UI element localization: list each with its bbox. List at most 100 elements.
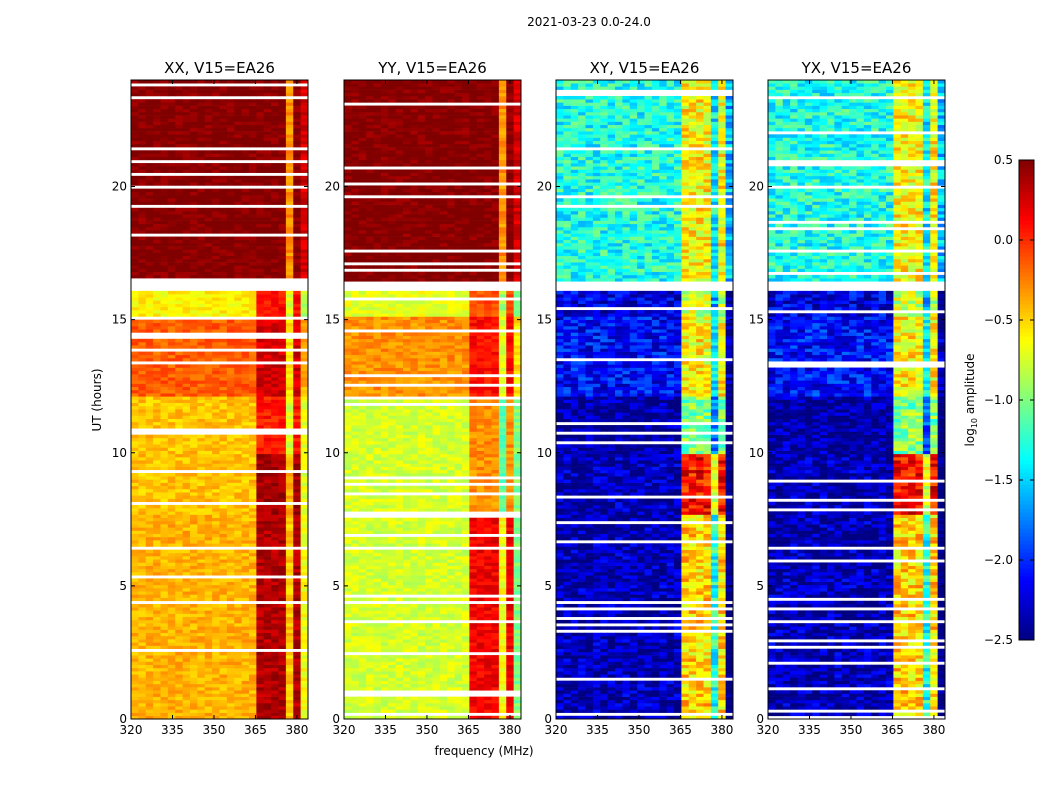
- heatmap-cell: [190, 166, 198, 170]
- heatmap-cell: [476, 642, 485, 646]
- heatmap-cell: [131, 242, 139, 247]
- heatmap-cell: [300, 249, 309, 253]
- heatmap-cell: [219, 667, 228, 672]
- heatmap-cell: [212, 405, 220, 410]
- heatmap-cell: [197, 329, 206, 333]
- heatmap-cell: [293, 453, 302, 458]
- heatmap-cell: [190, 268, 198, 272]
- heatmap-cell: [175, 479, 184, 483]
- y-tick-label: 5: [119, 579, 127, 593]
- heatmap-cell: [167, 268, 176, 272]
- heatmap-cell: [234, 297, 243, 301]
- heatmap-cell: [300, 498, 309, 503]
- heatmap-cell: [182, 236, 191, 241]
- heatmap-cell: [204, 658, 213, 662]
- heatmap-cell: [226, 217, 235, 221]
- heatmap-cell: [212, 111, 220, 116]
- heatmap-cells: [131, 80, 309, 720]
- heatmap-cell: [175, 699, 184, 704]
- heatmap-cell: [204, 485, 213, 490]
- heatmap-cell: [447, 610, 456, 614]
- heatmap-cell: [131, 303, 139, 308]
- heatmap-cell: [249, 373, 257, 378]
- heatmap-cell: [293, 255, 302, 260]
- heatmap-cell: [380, 661, 389, 665]
- heatmap-cell: [256, 540, 265, 544]
- heatmap-cell: [278, 242, 287, 247]
- heatmap-cell: [131, 86, 139, 90]
- heatmap-cell: [351, 674, 360, 678]
- heatmap-cell: [145, 313, 154, 317]
- heatmap-cell: [212, 418, 220, 423]
- heatmap-cell: [249, 242, 257, 247]
- heatmap-cell: [469, 626, 478, 630]
- heatmap-cell: [300, 658, 309, 662]
- heatmap-cell: [263, 389, 272, 394]
- heatmap-cell: [249, 415, 257, 419]
- heatmap-cell: [241, 249, 250, 253]
- heatmap-cell: [131, 415, 139, 419]
- heatmap-cell: [219, 543, 228, 547]
- heatmap-cell: [197, 447, 206, 451]
- heatmap-cell: [153, 131, 161, 135]
- heatmap-cell: [380, 664, 389, 669]
- heatmap-cell: [484, 674, 492, 678]
- heatmap-cell: [366, 696, 374, 701]
- heatmap-cell: [131, 699, 139, 704]
- heatmap-cell: [182, 386, 191, 391]
- heatmap-cell: [182, 543, 191, 547]
- heatmap-cell: [197, 504, 206, 509]
- heatmap-cell: [138, 466, 147, 471]
- heatmap-cell: [271, 226, 279, 231]
- heatmap-cell: [256, 619, 265, 624]
- heatmap-cell: [256, 527, 265, 531]
- heatmap-cell: [219, 472, 228, 477]
- heatmap-cell: [300, 80, 309, 84]
- heatmap-cell: [234, 182, 243, 186]
- heatmap-cell: [153, 195, 161, 199]
- heatmap-cell: [271, 310, 279, 314]
- heatmap-cell: [145, 460, 154, 464]
- heatmap-cell: [263, 354, 272, 359]
- heatmap-cell: [241, 303, 250, 308]
- heatmap-cell: [190, 543, 198, 547]
- heatmap-cell: [160, 386, 169, 391]
- heatmap-cell: [249, 188, 257, 193]
- heatmap-cell: [212, 463, 220, 467]
- heatmap-cell: [160, 485, 169, 490]
- heatmap-cell: [249, 121, 257, 126]
- heatmap-cell: [447, 680, 456, 685]
- heatmap-cell: [278, 134, 287, 138]
- heatmap-cell: [234, 466, 243, 471]
- heatmap-cell: [182, 220, 191, 225]
- heatmap-cell: [145, 492, 154, 496]
- heatmap-cell: [175, 258, 184, 263]
- heatmap-cell: [175, 396, 184, 400]
- heatmap-cell: [263, 412, 272, 416]
- heatmap-cell: [182, 594, 191, 598]
- heatmap-cell: [476, 699, 485, 704]
- heatmap-cell: [219, 102, 228, 106]
- heatmap-cell: [131, 380, 139, 384]
- heatmap-cell: [226, 326, 235, 330]
- heatmap-cell: [358, 597, 367, 602]
- heatmap-cell: [226, 479, 235, 483]
- heatmap-cell: [263, 322, 272, 327]
- heatmap-cell: [263, 664, 272, 669]
- heatmap-cell: [153, 524, 161, 528]
- heatmap-cell: [271, 92, 279, 97]
- heatmap-cell: [358, 683, 367, 688]
- heatmap-cell: [197, 511, 206, 515]
- heatmap-cell: [293, 198, 302, 202]
- heatmap-cell: [278, 319, 287, 324]
- heatmap-cell: [358, 603, 367, 608]
- heatmap-cell: [160, 559, 169, 563]
- heatmap-cell: [395, 699, 404, 704]
- heatmap-cell: [491, 680, 500, 685]
- heatmap-cell: [175, 150, 184, 154]
- heatmap-cell: [278, 399, 287, 403]
- heatmap-cell: [212, 179, 220, 183]
- heatmap-cell: [462, 603, 470, 608]
- heatmap-cell: [204, 115, 213, 119]
- heatmap-cell: [131, 201, 139, 205]
